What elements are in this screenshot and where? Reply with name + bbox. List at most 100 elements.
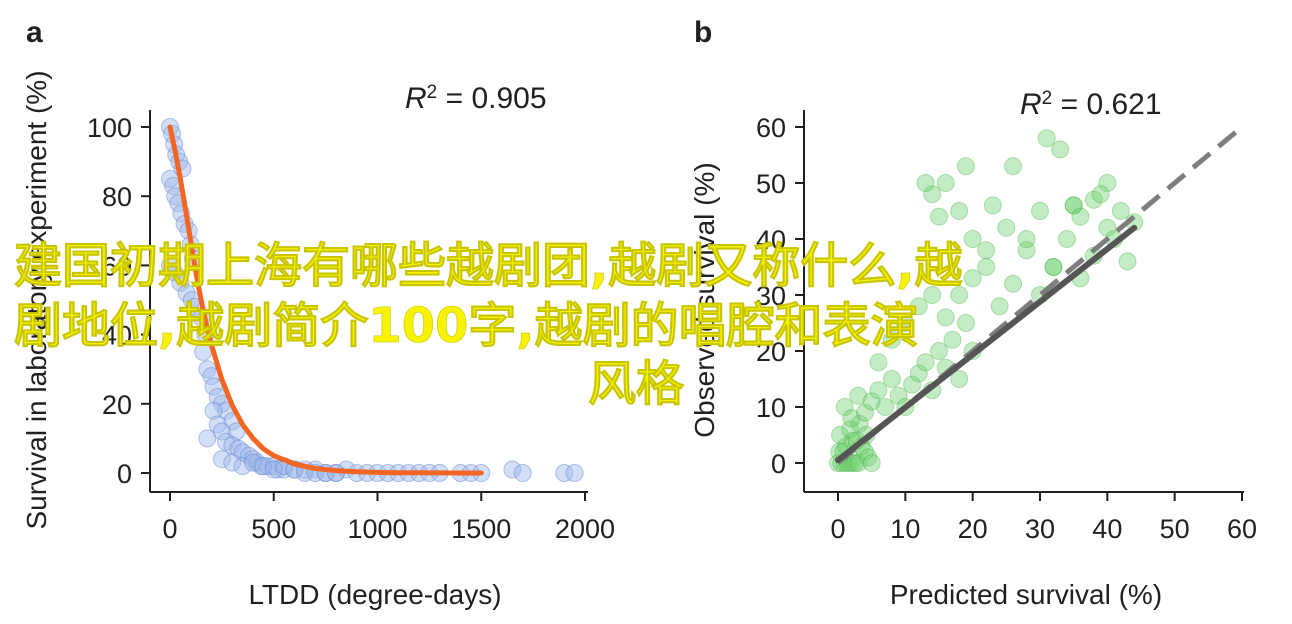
panel-a-data-point <box>161 256 179 275</box>
panel-b-data-point <box>977 241 996 260</box>
panel-b-x-tick-label: 40 <box>1092 514 1122 544</box>
panel-b-r2-symbol: R <box>1020 88 1042 121</box>
panel-a-data-point <box>268 460 287 479</box>
panel-a-data-point <box>254 457 273 476</box>
panel-b-y-tick-label: 40 <box>756 225 786 255</box>
panel-b-axes <box>803 110 1244 493</box>
panel-b-data-point <box>1064 196 1083 215</box>
panel-b-data-point <box>1098 174 1117 192</box>
panel-b-letter: b <box>694 16 712 49</box>
panel-b-data-point <box>963 230 982 248</box>
panel-a-ticks: 0 500 1000 1500 2000 0 20 40 60 80 100 <box>87 113 615 544</box>
panel-b-data-point <box>1064 196 1083 215</box>
overlay-title-line-3: 风格 <box>588 356 685 412</box>
panel-a-data-point <box>513 464 532 482</box>
panel-b-data-point <box>841 420 860 439</box>
panel-b-regression-line <box>835 224 1138 464</box>
panel-b-data-point <box>950 286 969 304</box>
panel-b-data-point <box>1084 190 1103 209</box>
panel-b-data-point <box>1044 258 1063 276</box>
overlay-title-line-1: 建国初期上海有哪些越剧团,越剧又称什么,越 <box>14 238 963 294</box>
panel-b-data-point <box>831 426 850 444</box>
panel-b-y-tick-label: 30 <box>756 281 786 311</box>
panel-b-data-point <box>977 258 996 276</box>
panel-a-fitted-curve <box>167 124 484 476</box>
panel-b-data-point <box>859 448 878 467</box>
panel-b-y-tick-label: 20 <box>756 337 786 367</box>
panel-b-x-tick-label: 60 <box>1227 514 1257 544</box>
panel-b-data-point <box>845 454 864 472</box>
panel-b-data-point <box>956 314 975 332</box>
panel-b-data-point <box>916 174 935 192</box>
panel-b-x-tick-label: 20 <box>958 514 988 544</box>
panel-a-x-tick-label: 1500 <box>451 514 511 544</box>
panel-b-r2-exponent: 2 <box>1042 88 1053 109</box>
panel-a-x-tick-label: 1000 <box>347 514 407 544</box>
panel-b-data-point <box>983 196 1002 215</box>
panel-b-x-tick-label: 50 <box>1160 514 1190 544</box>
panel-b-x-tick-label: 0 <box>830 514 845 544</box>
panel-b-r2-value: = 0.621 <box>1052 88 1161 121</box>
panel-b-data-point <box>997 218 1016 237</box>
panel-b-data-point <box>943 330 962 349</box>
panel-a-data-point <box>248 453 267 472</box>
panel-b-x-axis-title: Predicted survival (%) <box>890 579 1162 610</box>
panel-b-data-point <box>896 314 915 332</box>
panel-b-y-axis-title: Observed survival (%) <box>689 162 720 437</box>
panel-a-data-point <box>233 457 252 476</box>
panel-b-data-point <box>1004 274 1023 293</box>
panel-b-data-point <box>862 454 881 472</box>
panel-b-data-point <box>1004 157 1023 176</box>
panel-a-x-tick-label: 2000 <box>555 514 615 544</box>
panel-a-x-tick-label: 0 <box>162 514 177 544</box>
panel-a-data-point <box>555 464 574 482</box>
panel-a-x-tick-label: 500 <box>251 514 296 544</box>
panel-a-x-axis-title: LTDD (degree-days) <box>248 579 501 610</box>
panel-b-data-point <box>916 353 935 372</box>
panel-b-data-point <box>950 370 969 388</box>
panel-a-data-point <box>217 432 236 451</box>
panel-a-data-point <box>198 429 217 448</box>
panel-b-data-point <box>903 375 922 394</box>
panel-b-data-point <box>882 330 901 349</box>
panel-b-data-point <box>909 364 928 383</box>
panel-b-data-point <box>930 207 948 226</box>
panel-b-r2-annotation: R2 = 0.621 <box>1020 88 1162 122</box>
panel-a-y-tick-label: 40 <box>102 321 132 351</box>
panel-b-data-point <box>963 269 982 288</box>
panel-a-data-point <box>565 464 584 482</box>
panel-a-y-tick-label: 80 <box>102 182 132 212</box>
panel-a-y-tick-label: 100 <box>87 113 132 143</box>
panel-b-data-point <box>909 297 928 316</box>
panel-b-data-point <box>1017 241 1036 260</box>
panel-b-data-point <box>849 454 868 472</box>
panel-b-data-point <box>1037 129 1056 148</box>
panel-a-data-point <box>212 422 231 441</box>
panel-b-x-tick-label: 30 <box>1025 514 1055 544</box>
panel-a-data-point <box>229 439 248 458</box>
panel-a-data-point <box>171 273 190 292</box>
panel-b-data-point <box>936 308 955 327</box>
panel-b-y-tick-label: 60 <box>756 113 786 143</box>
panel-a-data-point <box>177 284 196 303</box>
panel-b-data-point <box>835 398 854 416</box>
panel-b-data-point <box>855 403 874 422</box>
panel-b-y-tick-label: 10 <box>756 393 786 423</box>
panel-b-data-point <box>1118 252 1137 271</box>
panel-b-data-point <box>930 342 948 360</box>
panel-a-data-point <box>264 460 283 479</box>
panel-b-data-point <box>923 185 942 204</box>
panel-a-data-point <box>503 460 522 479</box>
panel-b-data-point <box>862 392 881 411</box>
panel-b-x-tick-label: 10 <box>890 514 920 544</box>
panel-b-data-point <box>1031 202 1049 220</box>
panel-a-y-tick-label: 60 <box>102 251 132 281</box>
panel-b-data-point <box>950 202 969 220</box>
panel-b-data-point <box>882 370 901 388</box>
panel-b-data-point <box>842 409 861 428</box>
panel-a-r2-symbol: R <box>405 82 427 115</box>
panel-b-data-point <box>1017 230 1036 248</box>
panel-b-data-point <box>936 174 955 192</box>
panel-b-data-point <box>889 386 908 405</box>
